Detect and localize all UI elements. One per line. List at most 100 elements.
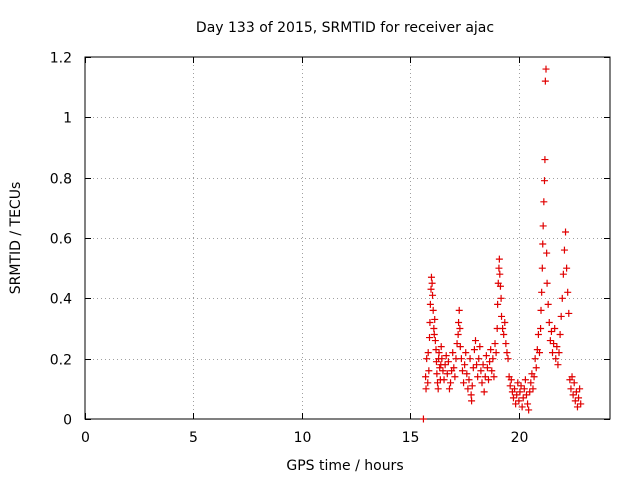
data-point bbox=[518, 403, 526, 411]
data-point bbox=[469, 364, 477, 372]
data-point bbox=[424, 349, 432, 357]
y-tick-label: 0.6 bbox=[50, 232, 72, 248]
data-point bbox=[524, 400, 532, 408]
data-point bbox=[426, 318, 434, 326]
data-point bbox=[466, 355, 474, 363]
y-tick-label: 0.4 bbox=[50, 292, 72, 308]
data-point bbox=[545, 318, 553, 326]
data-point bbox=[541, 77, 549, 85]
data-point bbox=[479, 361, 487, 369]
data-point bbox=[549, 349, 557, 357]
data-point bbox=[532, 364, 540, 372]
data-point bbox=[550, 340, 558, 348]
data-point bbox=[531, 355, 539, 363]
data-point bbox=[470, 346, 478, 354]
data-point bbox=[538, 264, 546, 272]
data-point bbox=[492, 349, 500, 357]
data-point bbox=[526, 388, 534, 396]
data-point bbox=[426, 300, 434, 308]
data-point bbox=[465, 376, 473, 384]
data-point bbox=[522, 391, 530, 399]
data-point bbox=[423, 355, 431, 363]
data-point bbox=[422, 385, 430, 393]
data-point bbox=[556, 331, 564, 339]
axis-ticks bbox=[85, 57, 610, 420]
data-point bbox=[441, 361, 449, 369]
data-point bbox=[507, 376, 515, 384]
data-point bbox=[541, 156, 549, 164]
chart-title: Day 133 of 2015, SRMTID for receiver aja… bbox=[196, 20, 494, 36]
data-point bbox=[529, 385, 537, 393]
data-point bbox=[440, 376, 448, 384]
x-tick-label: 20 bbox=[511, 430, 529, 446]
data-point bbox=[539, 222, 547, 230]
x-tick-label: 5 bbox=[189, 430, 198, 446]
data-point bbox=[516, 388, 524, 396]
data-point bbox=[489, 355, 497, 363]
y-tick-labels: 0 0.2 0.4 0.6 0.8 1 1.2 bbox=[50, 51, 72, 429]
data-point bbox=[427, 273, 435, 281]
data-point bbox=[450, 364, 458, 372]
x-tick-label: 10 bbox=[294, 430, 312, 446]
x-tick-labels: 0 5 10 15 20 bbox=[81, 430, 528, 446]
data-point bbox=[476, 343, 484, 351]
data-point bbox=[477, 367, 485, 375]
data-point bbox=[482, 352, 490, 360]
data-point bbox=[575, 394, 583, 402]
data-point bbox=[563, 264, 571, 272]
data-point bbox=[509, 394, 517, 402]
y-tick-label: 0.2 bbox=[50, 353, 72, 369]
data-point bbox=[453, 340, 461, 348]
data-point bbox=[478, 379, 486, 387]
data-point bbox=[431, 337, 439, 345]
data-point bbox=[506, 382, 514, 390]
data-point bbox=[504, 355, 512, 363]
data-point bbox=[525, 406, 533, 414]
data-point bbox=[445, 385, 453, 393]
y-axis-label: SRMTID / TECUs bbox=[8, 182, 24, 295]
data-point bbox=[490, 373, 498, 381]
data-point bbox=[455, 306, 463, 314]
data-point bbox=[425, 367, 433, 375]
data-point bbox=[540, 177, 548, 185]
data-point bbox=[571, 397, 579, 405]
data-point bbox=[457, 355, 465, 363]
data-point bbox=[456, 325, 464, 332]
data-point bbox=[437, 343, 445, 351]
data-point bbox=[543, 279, 551, 287]
data-point bbox=[530, 373, 538, 381]
data-point bbox=[431, 315, 439, 323]
data-point bbox=[496, 270, 504, 278]
data-point bbox=[537, 306, 545, 314]
data-point bbox=[427, 285, 435, 293]
data-point bbox=[540, 198, 548, 206]
data-point bbox=[551, 325, 559, 332]
data-point bbox=[494, 300, 502, 308]
data-point bbox=[495, 264, 503, 272]
data-point bbox=[432, 346, 440, 354]
data-point bbox=[451, 373, 459, 381]
data-point bbox=[538, 288, 546, 296]
data-point bbox=[573, 403, 581, 411]
data-point bbox=[424, 379, 432, 387]
data-point bbox=[572, 388, 580, 396]
data-point bbox=[552, 355, 560, 363]
data-point bbox=[426, 334, 434, 342]
data-point bbox=[480, 388, 488, 396]
data-point bbox=[577, 400, 585, 408]
data-point bbox=[543, 249, 551, 257]
data-point bbox=[491, 340, 499, 348]
data-point bbox=[467, 391, 475, 399]
data-point bbox=[455, 318, 463, 326]
data-point bbox=[542, 65, 550, 73]
data-point bbox=[502, 340, 510, 348]
data-point bbox=[481, 373, 489, 381]
data-point bbox=[438, 355, 446, 363]
data-point bbox=[430, 325, 438, 332]
data-point bbox=[419, 415, 427, 423]
data-point bbox=[428, 279, 436, 287]
data-point bbox=[527, 379, 535, 387]
data-point bbox=[435, 349, 443, 357]
data-point bbox=[544, 300, 552, 308]
data-point bbox=[458, 367, 466, 375]
